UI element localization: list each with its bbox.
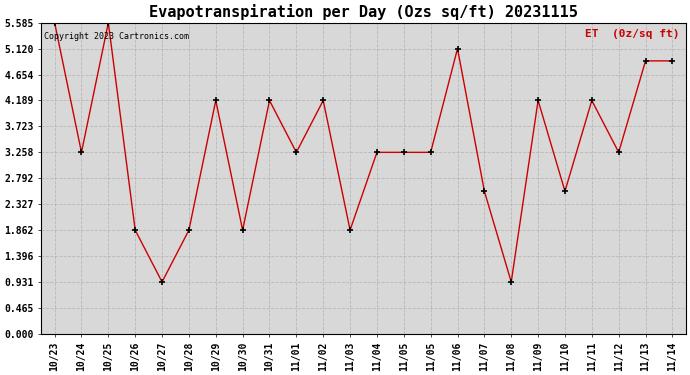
Text: Copyright 2023 Cartronics.com: Copyright 2023 Cartronics.com xyxy=(44,32,189,41)
Text: ET  (0z/sq ft): ET (0z/sq ft) xyxy=(585,29,680,39)
Title: Evapotranspiration per Day (Ozs sq/ft) 20231115: Evapotranspiration per Day (Ozs sq/ft) 2… xyxy=(149,4,578,20)
